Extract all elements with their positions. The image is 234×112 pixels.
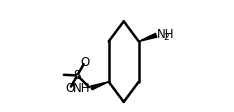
Text: O: O: [80, 56, 89, 69]
Text: S: S: [74, 69, 81, 82]
Polygon shape: [139, 33, 157, 41]
Text: NH: NH: [73, 82, 91, 95]
Text: NH: NH: [157, 28, 175, 41]
Text: O: O: [66, 82, 75, 95]
Polygon shape: [91, 82, 109, 90]
Text: 2: 2: [163, 33, 169, 42]
